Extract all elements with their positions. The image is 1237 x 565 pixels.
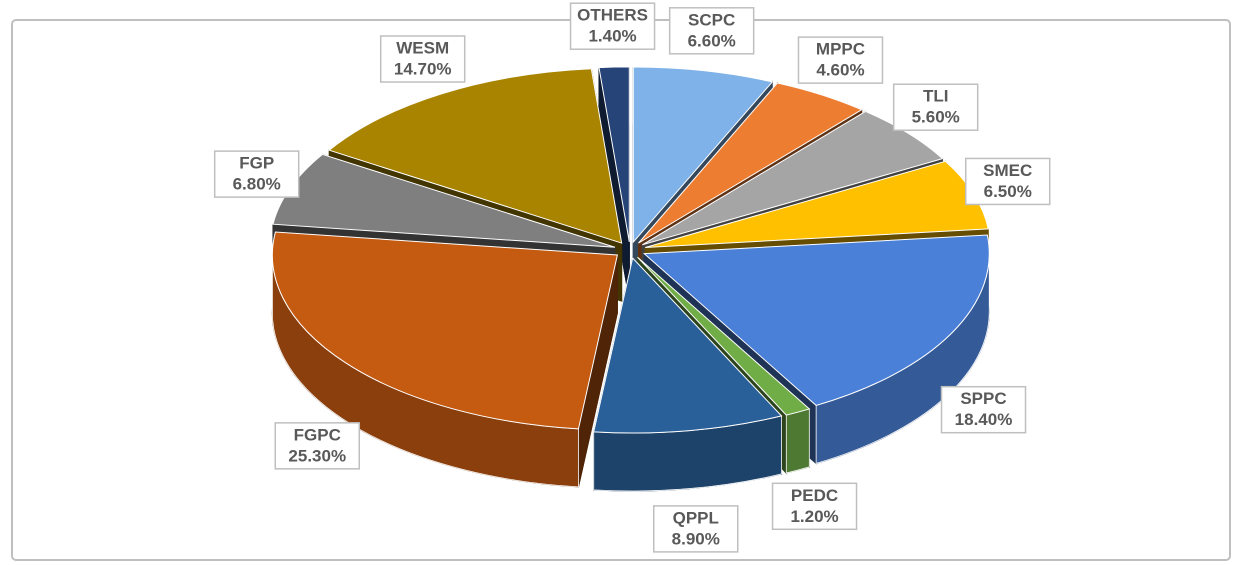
slice-label-name: SMEC [983, 161, 1032, 180]
slice-top [598, 66, 630, 242]
slice-label-value: 5.60% [912, 108, 960, 127]
label-box [797, 36, 884, 84]
slice-label-name: MPPC [816, 40, 865, 59]
slice-label-value: 4.60% [816, 61, 864, 80]
slice-label-name: OTHERS [577, 6, 648, 25]
slice-top [643, 234, 990, 406]
label-box [940, 385, 1027, 434]
label-box [653, 505, 739, 553]
slice-label-value: 6.80% [233, 175, 281, 194]
slice-top [642, 110, 944, 246]
slice-top [638, 82, 863, 244]
slice-top [593, 256, 783, 434]
slice-label-name: FGPC [294, 425, 341, 444]
label-box [771, 482, 858, 531]
slice-top [632, 66, 774, 244]
slice-label-value: 18.40% [955, 410, 1013, 429]
slice-label-value: 6.60% [688, 31, 736, 50]
label-box [569, 2, 656, 50]
slice-label-value: 25.30% [288, 446, 346, 465]
slice-label-name: QPPL [673, 508, 719, 527]
slice-top [328, 68, 623, 244]
slice-label-name: WESM [396, 38, 449, 57]
slice-top [637, 256, 811, 416]
slice-label-value: 1.20% [790, 507, 838, 526]
slice-label-name: FGP [239, 154, 274, 173]
slice-label-name: TLI [923, 87, 949, 106]
slice-label-name: PEDC [791, 486, 838, 505]
slice-label-name: SPPC [960, 389, 1006, 408]
slice-label-value: 1.40% [588, 27, 636, 46]
slice-side [785, 408, 810, 474]
slice [593, 256, 783, 492]
label-box [274, 422, 361, 470]
label-box [964, 157, 1051, 206]
slice-label-value: 8.90% [672, 529, 720, 548]
label-box [379, 35, 466, 83]
slice-label-value: 14.70% [394, 59, 452, 78]
slice [271, 231, 619, 488]
label-box [213, 150, 300, 198]
slice-label-value: 6.50% [984, 182, 1032, 201]
label-box [892, 83, 979, 131]
slice-top [271, 231, 619, 430]
slice-label-name: SCPC [688, 10, 735, 29]
label-box [668, 7, 755, 55]
